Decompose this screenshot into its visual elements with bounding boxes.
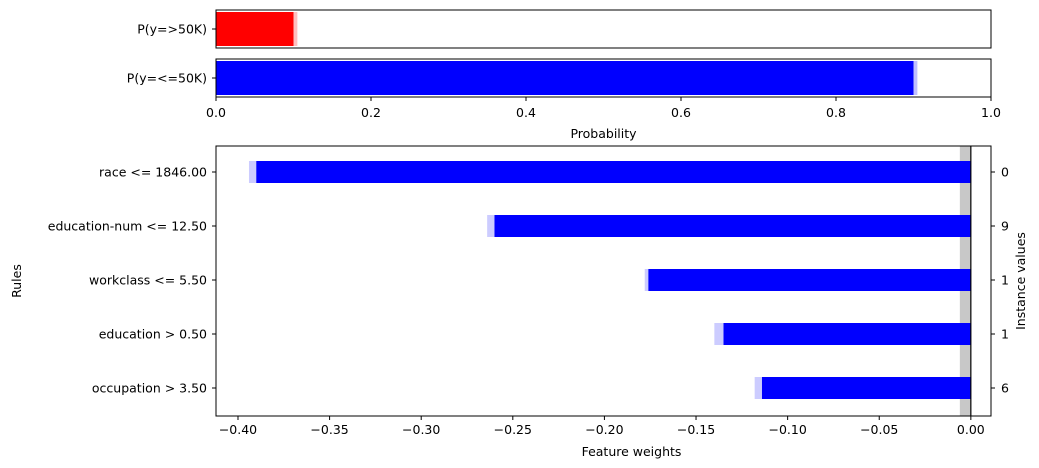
weight-bar [761, 377, 971, 399]
x-tick-label: −0.05 [860, 422, 898, 437]
instance-value-label: 9 [1001, 219, 1009, 234]
probability-panel-frame [215, 9, 992, 49]
x-tick-label: 0.4 [516, 105, 536, 120]
x-tick-label: −0.35 [310, 422, 348, 437]
rule-label: workclass <= 5.50 [89, 273, 207, 288]
x-tick-label: 1.0 [981, 105, 1001, 120]
rule-label: education-num <= 12.50 [48, 219, 207, 234]
x-tick-label: 0.0 [206, 105, 226, 120]
y-axis-label: Rules [9, 264, 24, 298]
instance-value-label: 1 [1001, 273, 1009, 288]
x-tick-label: −0.10 [768, 422, 806, 437]
x-tick-label: −0.20 [585, 422, 623, 437]
x-tick-label: −0.25 [494, 422, 532, 437]
x-tick-label: 0.00 [957, 422, 985, 437]
weight-bar [256, 161, 971, 183]
weights-panel-frame [215, 145, 992, 417]
x-tick-label: −0.15 [677, 422, 715, 437]
weight-bar [723, 323, 971, 345]
x-tick-label: −0.40 [219, 422, 257, 437]
x-tick-label: 0.6 [671, 105, 691, 120]
weight-bar [494, 215, 971, 237]
rule-label: education > 0.50 [99, 327, 207, 342]
probability-bar [216, 12, 294, 46]
x-axis-label: Feature weights [582, 444, 682, 459]
probability-bar [216, 61, 914, 95]
rule-label: occupation > 3.50 [92, 381, 207, 396]
instance-value-label: 1 [1001, 327, 1009, 342]
x-tick-label: −0.30 [402, 422, 440, 437]
x-axis-label: Probability [570, 126, 637, 141]
probability-chart: P(y=>50K) P(y=<=50K) 0.0 0.2 0.4 0.6 0.8 1.0 Pro… [127, 9, 1001, 141]
right-y-axis-label: Instance values [1013, 232, 1028, 330]
instance-value-label: 6 [1001, 381, 1009, 396]
x-tick-label: 0.2 [361, 105, 381, 120]
rule-label: race <= 1846.00 [99, 165, 207, 180]
probability-category-label: P(y=>50K) [137, 22, 207, 37]
instance-value-label: 0 [1001, 165, 1009, 180]
x-tick-label: 0.8 [826, 105, 846, 120]
weight-bar [648, 269, 971, 291]
feature-weights-chart: race <= 1846.00 0 education-num <= 12.50 9 w… [9, 145, 1028, 459]
probability-category-label: P(y=<=50K) [127, 71, 207, 86]
